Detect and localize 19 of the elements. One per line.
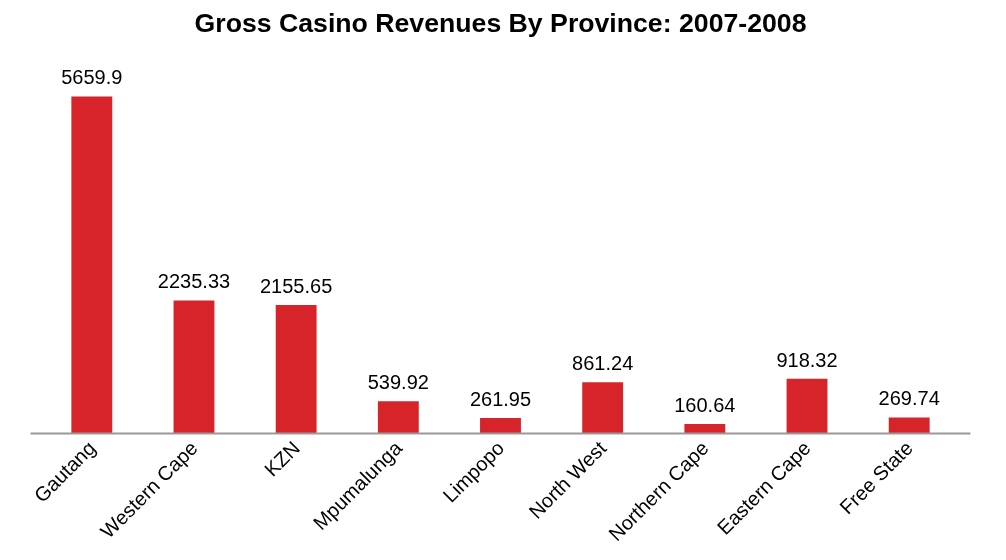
data-label: 5659.9	[61, 66, 123, 89]
bar	[786, 378, 828, 434]
bar	[377, 401, 419, 434]
bar	[173, 300, 215, 434]
data-label: 2235.33	[157, 270, 231, 293]
chart-title: Gross Casino Revenues By Province: 2007-2008	[194, 7, 807, 38]
data-label: 261.95	[469, 387, 532, 410]
data-label: 861.24	[572, 352, 634, 375]
bar	[71, 96, 113, 434]
data-label: 918.32	[776, 348, 838, 371]
bar	[888, 417, 930, 434]
data-label: 160.64	[674, 393, 736, 416]
data-label: 2155.65	[260, 275, 333, 298]
bar	[684, 423, 726, 434]
bar	[480, 417, 521, 434]
bar	[275, 305, 317, 434]
data-label: 269.74	[878, 387, 940, 410]
data-label: 539.92	[367, 371, 429, 394]
bar	[582, 382, 624, 434]
